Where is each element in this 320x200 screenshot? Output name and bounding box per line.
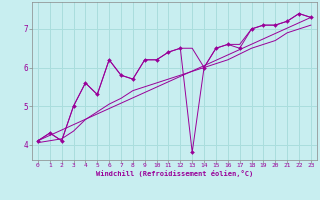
X-axis label: Windchill (Refroidissement éolien,°C): Windchill (Refroidissement éolien,°C) xyxy=(96,170,253,177)
